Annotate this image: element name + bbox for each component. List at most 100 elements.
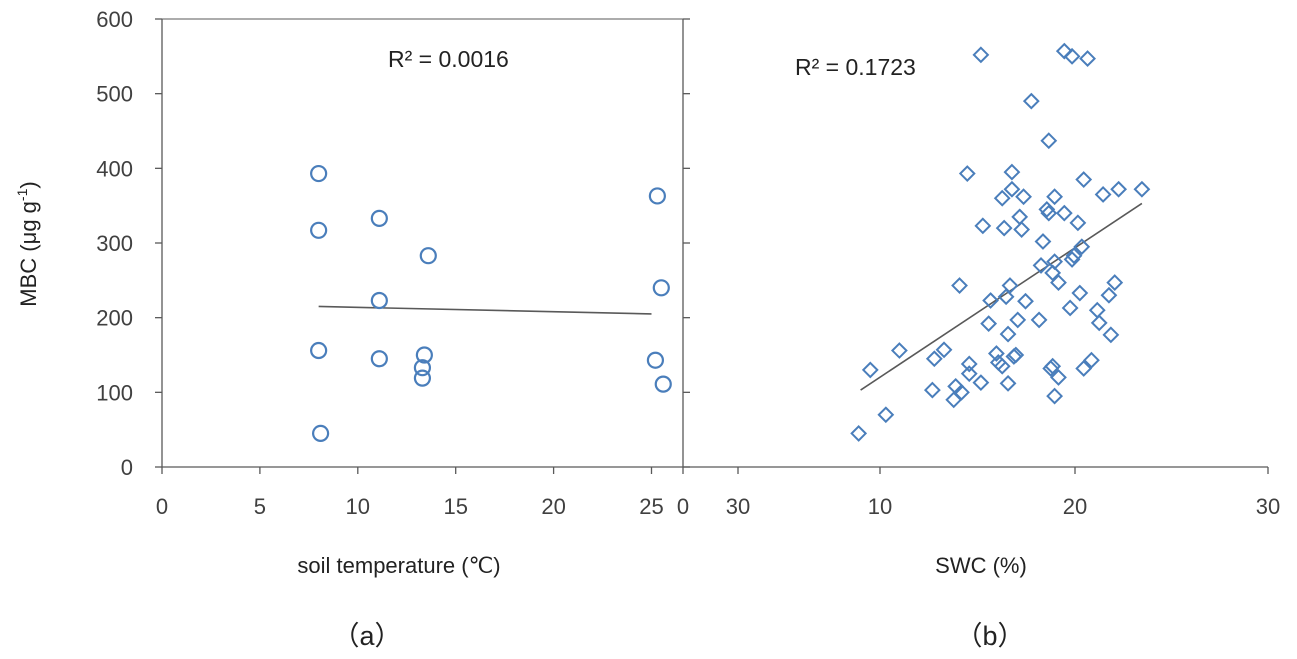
panel-b-data-point xyxy=(945,391,963,409)
panel-b-data-point xyxy=(861,361,879,379)
panel-b-data-point xyxy=(1015,188,1032,206)
panel-b-data-point xyxy=(951,277,968,294)
panel-b-caption: （b） xyxy=(955,621,1024,651)
panel-b-data-point xyxy=(1046,253,1064,271)
panel-b-data-point xyxy=(1050,368,1067,386)
panel-b-x-tick-label: 30 xyxy=(726,494,750,519)
panel-a-data-point xyxy=(652,279,670,297)
panel-b-trendline xyxy=(860,202,1143,391)
panel-b-data-point xyxy=(1110,180,1128,198)
panel-b-data-point xyxy=(1133,180,1151,198)
panel-b-data-point xyxy=(958,165,976,182)
panel-a-data-point xyxy=(648,187,666,205)
panel-b-data-point xyxy=(1090,314,1108,332)
panel-b-data-point xyxy=(1009,311,1027,329)
panel-a-x-tick-label: 25 xyxy=(639,494,663,519)
panel-b-data-point xyxy=(960,365,978,383)
panel-a-data-point xyxy=(654,375,672,393)
panel-b-data-point xyxy=(1083,351,1100,369)
y-axis-label-end: ) xyxy=(16,181,41,188)
panel-b-data-point xyxy=(960,355,978,373)
panel-b-data-point xyxy=(980,315,998,333)
y-tick-label: 200 xyxy=(96,306,133,331)
panel-b-data-point xyxy=(972,46,990,64)
panel-b-data-point xyxy=(1073,238,1091,256)
panel-b-data-point xyxy=(1007,346,1025,364)
panel-b-data-point xyxy=(1003,163,1021,181)
panel-b-data-point xyxy=(1030,311,1048,329)
panel-b-data-point xyxy=(1088,301,1106,319)
panel-b-data-point xyxy=(993,357,1011,375)
panel-a-trendline xyxy=(318,305,652,315)
y-tick-label: 100 xyxy=(96,380,133,405)
y-tick-label: 300 xyxy=(96,231,133,256)
panel-b-r2-label: R² = 0.1723 xyxy=(795,54,916,80)
panel-b-x-tick-label: 20 xyxy=(1063,494,1087,519)
panel-b-data-point xyxy=(1106,274,1124,291)
panel-b-data-point xyxy=(1071,284,1089,302)
panel-b-data-point xyxy=(1075,360,1093,377)
panel-b-data-point xyxy=(995,219,1013,237)
panel-a-data-point xyxy=(415,346,433,364)
panel-b-data-point xyxy=(999,325,1017,343)
panel-a-data-point xyxy=(310,341,328,360)
panel-b-data-point xyxy=(1069,214,1087,232)
y-axis-label-main: MBC (μg g xyxy=(16,201,41,307)
panel-b-data-point xyxy=(850,424,868,442)
panel-b-data-point xyxy=(993,189,1011,207)
panel-b-data-point xyxy=(1100,286,1118,304)
panel-b-data-point xyxy=(1075,171,1093,188)
panel-a-x-tick-label: 20 xyxy=(541,494,565,519)
panel-a-data-point xyxy=(646,351,665,369)
panel-b-data-point xyxy=(1044,357,1062,375)
y-tick-label: 600 xyxy=(96,7,133,32)
panel-b-data-point xyxy=(1034,233,1052,250)
panel-b-data-point xyxy=(999,374,1017,392)
panel-b-data-point xyxy=(997,288,1015,306)
panel-b-data-point xyxy=(1017,292,1034,310)
panel-a-data-point xyxy=(310,221,328,239)
y-tick-label: 500 xyxy=(96,82,133,107)
panel-b-data-point xyxy=(1022,92,1040,110)
panel-b-x-axis-label: SWC (%) xyxy=(935,553,1027,578)
panel-a-data-point xyxy=(413,359,432,377)
panel-b-data-point xyxy=(890,342,908,359)
panel-b-data-point xyxy=(1046,387,1064,405)
panel-a-x-tick-label: 10 xyxy=(346,494,370,519)
y-axis-label-sup: -1 xyxy=(14,188,30,201)
panel-b-data-point xyxy=(1001,277,1019,294)
y-tick-label: 0 xyxy=(121,455,133,480)
panel-b-data-point xyxy=(1046,188,1064,206)
panel-b-data-point xyxy=(1055,204,1073,222)
panel-a-data-point xyxy=(370,291,388,310)
panel-b-data-point xyxy=(1065,247,1083,265)
panel-b-data-point xyxy=(925,350,943,368)
panel-b-data-point xyxy=(972,374,990,392)
panel-a-r2-label: R² = 0.0016 xyxy=(388,46,509,72)
panel-a-data-point xyxy=(370,209,388,227)
panel-b-data-point xyxy=(1055,42,1073,60)
panel-b-data-point xyxy=(1003,180,1021,198)
panel-b-data-point xyxy=(1011,208,1029,226)
panel-b-data-point xyxy=(1038,200,1056,218)
panel-b-data-point xyxy=(1094,186,1112,203)
panel-a-data-point xyxy=(419,247,437,265)
panel-b-data-point xyxy=(1040,132,1058,150)
panel-b-data-point xyxy=(1050,274,1067,291)
panel-b-data-point xyxy=(953,383,970,401)
panel-b-data-point xyxy=(987,345,1005,362)
panel-a-x-tick-label: 5 xyxy=(254,494,266,519)
panel-b-data-point xyxy=(1061,299,1079,317)
panel-b-data-point xyxy=(982,292,999,309)
panel-b-data-point xyxy=(1079,50,1096,67)
panel-b-data-point xyxy=(1063,47,1081,65)
y-axis-label: MBC (μg g-1) xyxy=(14,181,41,306)
panel-b-x-tick-label: 30 xyxy=(1256,494,1280,519)
panel-b-data-point xyxy=(923,381,941,399)
panel-a-data-point xyxy=(370,350,388,368)
panel-b-data-point xyxy=(1013,221,1031,238)
y-tick-label: 400 xyxy=(96,156,133,181)
panel-a-x-tick-label: 15 xyxy=(443,494,467,519)
panel-b-data-point xyxy=(1044,264,1062,282)
